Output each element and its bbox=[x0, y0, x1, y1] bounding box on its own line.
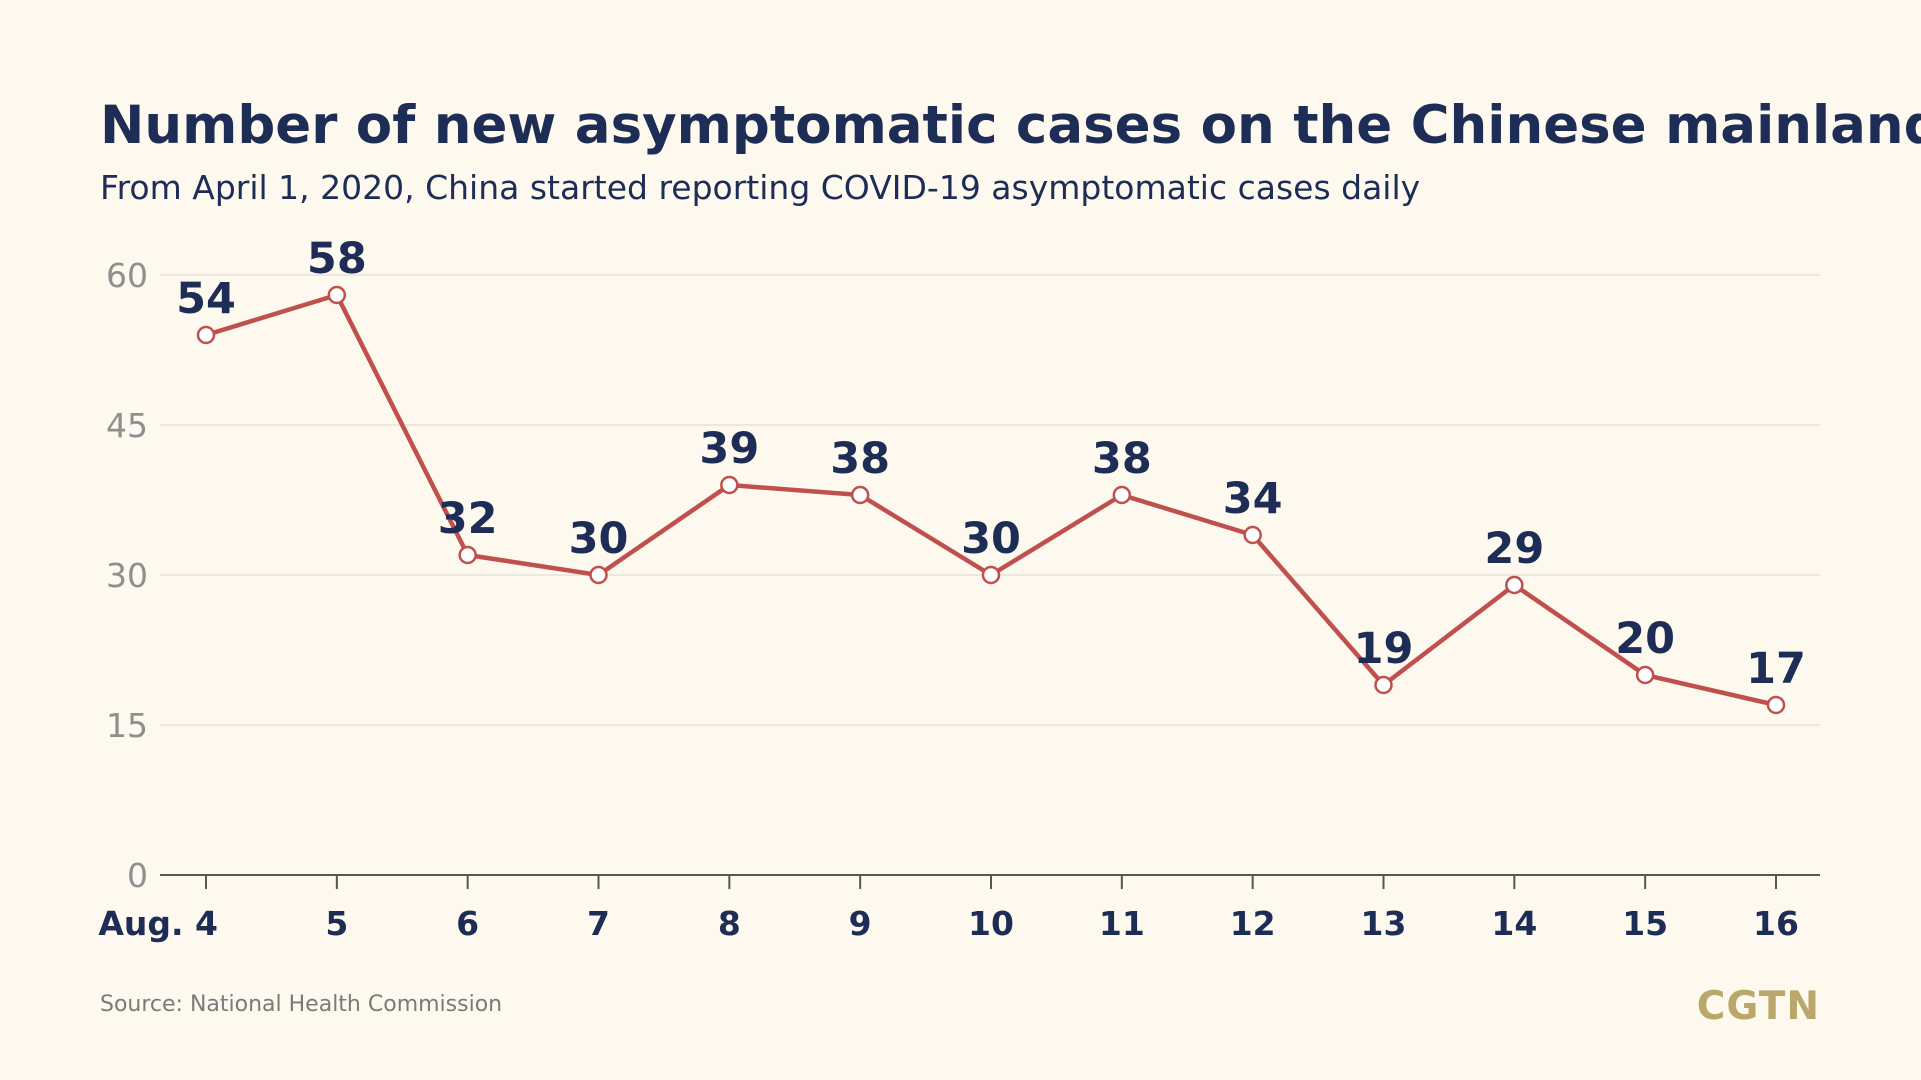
y-tick-label: 45 bbox=[106, 406, 148, 445]
brand-logo: CGTN bbox=[1697, 984, 1820, 1029]
chart-subtitle: From April 1, 2020, China started report… bbox=[100, 168, 1420, 207]
x-tick-label: 13 bbox=[1361, 904, 1407, 943]
source-note: Source: National Health Commission bbox=[100, 992, 502, 1017]
data-label: 34 bbox=[1223, 474, 1283, 524]
data-point bbox=[196, 325, 216, 345]
data-point bbox=[458, 545, 477, 565]
x-tick-label: 9 bbox=[849, 904, 872, 943]
data-label: 30 bbox=[569, 514, 629, 564]
x-tick-label: 10 bbox=[968, 904, 1014, 943]
x-axis-ticks: Aug. 4 5 6 7 8 9 10 11 12 13 14 15 16 bbox=[98, 875, 1799, 943]
data-label: 58 bbox=[307, 234, 367, 284]
data-point bbox=[1112, 485, 1132, 505]
x-tick-label: 12 bbox=[1230, 904, 1276, 943]
y-tick-label: 60 bbox=[106, 256, 148, 295]
data-point bbox=[327, 285, 347, 305]
data-point bbox=[981, 565, 1001, 585]
x-tick-label: 7 bbox=[587, 904, 610, 943]
data-point bbox=[1243, 525, 1262, 545]
data-point bbox=[1374, 675, 1393, 695]
data-point bbox=[720, 475, 739, 495]
x-tick-label: 15 bbox=[1622, 904, 1668, 943]
data-label: 29 bbox=[1484, 524, 1544, 574]
data-label: 54 bbox=[176, 274, 236, 324]
data-point bbox=[1505, 575, 1524, 595]
data-label: 19 bbox=[1354, 624, 1414, 674]
data-label: 38 bbox=[830, 434, 890, 484]
x-tick-label: 8 bbox=[718, 904, 741, 943]
data-label: 17 bbox=[1746, 644, 1806, 694]
data-point bbox=[850, 485, 870, 505]
x-tick-label: 5 bbox=[325, 904, 348, 943]
data-point bbox=[1766, 695, 1786, 715]
y-axis-ticks: 0 15 30 45 60 bbox=[106, 256, 148, 895]
data-labels: 54 58 32 30 39 38 30 38 34 19 29 20 17 bbox=[176, 234, 1806, 694]
x-tick-label: Aug. 4 bbox=[98, 904, 218, 943]
x-tick-label: 16 bbox=[1753, 904, 1799, 943]
data-markers bbox=[196, 285, 1786, 715]
gridlines bbox=[160, 274, 1820, 726]
data-point bbox=[589, 565, 608, 585]
data-label: 30 bbox=[961, 514, 1021, 564]
y-tick-label: 0 bbox=[127, 856, 148, 895]
data-label: 38 bbox=[1092, 434, 1152, 484]
y-tick-label: 30 bbox=[106, 556, 148, 595]
data-point bbox=[1635, 665, 1655, 685]
y-tick-label: 15 bbox=[106, 706, 148, 745]
x-tick-label: 6 bbox=[456, 904, 479, 943]
data-label: 32 bbox=[438, 494, 498, 544]
x-tick-label: 11 bbox=[1099, 904, 1145, 943]
data-label: 20 bbox=[1615, 614, 1675, 664]
data-label: 39 bbox=[699, 424, 759, 474]
x-tick-label: 14 bbox=[1491, 904, 1537, 943]
chart-title: Number of new asymptomatic cases on the … bbox=[100, 95, 1921, 156]
